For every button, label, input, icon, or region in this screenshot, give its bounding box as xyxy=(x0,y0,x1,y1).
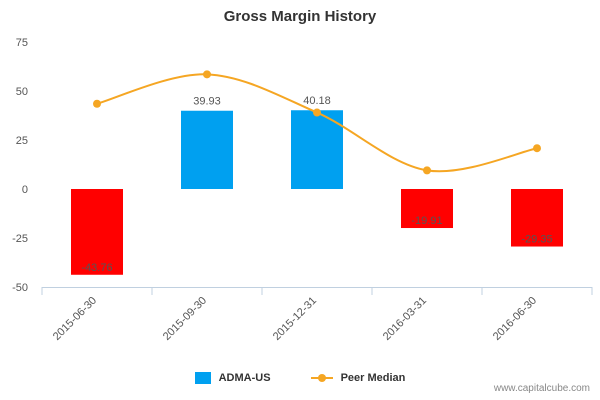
data-label: 39.93 xyxy=(193,96,221,108)
median-point xyxy=(93,99,101,108)
data-labels: -43.76 39.93 40.18 -19.91 -29.35 xyxy=(81,95,552,274)
x-tick-label: 2015-12-31 xyxy=(271,295,319,343)
bar xyxy=(401,189,453,229)
median-point xyxy=(533,144,541,153)
y-tick-label: 50 xyxy=(16,86,28,98)
legend-label-peer-median: Peer Median xyxy=(340,372,406,384)
y-tick-label: 75 xyxy=(16,37,28,49)
bar xyxy=(511,189,563,247)
legend-item-adma[interactable]: ADMA-US xyxy=(194,372,271,384)
legend: ADMA-US Peer Median xyxy=(0,372,600,384)
median-point xyxy=(423,166,431,175)
data-label: -29.35 xyxy=(521,234,552,246)
bar xyxy=(71,189,123,275)
legend-label-adma: ADMA-US xyxy=(218,372,271,384)
data-label: -43.76 xyxy=(81,262,112,274)
x-tick-label: 2016-03-31 xyxy=(381,295,429,343)
y-tick-label: -50 xyxy=(12,282,28,294)
x-tick-label: 2015-09-30 xyxy=(161,295,209,343)
median-series xyxy=(93,70,541,175)
legend-swatch-line xyxy=(310,372,333,384)
x-tick-label: 2016-06-30 xyxy=(491,295,539,343)
bar xyxy=(291,110,343,189)
x-axis: 2015-06-30 2015-09-30 2015-12-31 2016-03-31… xyxy=(41,287,593,343)
median-point xyxy=(203,70,211,79)
x-tick-label: 2015-06-30 xyxy=(51,295,99,343)
y-axis: 75 50 25 0 -25 -50 xyxy=(12,37,28,294)
data-label: 40.18 xyxy=(303,95,331,107)
credit-text: www.capitalcube.com xyxy=(493,383,590,394)
chart-title: Gross Margin History xyxy=(223,8,377,25)
bar-series xyxy=(71,110,563,275)
y-tick-label: -25 xyxy=(12,233,28,245)
bar xyxy=(181,110,233,189)
data-label: -19.91 xyxy=(411,215,442,227)
y-tick-label: 0 xyxy=(22,184,28,196)
median-point xyxy=(313,108,321,117)
y-tick-label: 25 xyxy=(16,135,28,147)
legend-item-peer-median[interactable]: Peer Median xyxy=(310,372,406,384)
legend-swatch-bar xyxy=(194,372,211,384)
